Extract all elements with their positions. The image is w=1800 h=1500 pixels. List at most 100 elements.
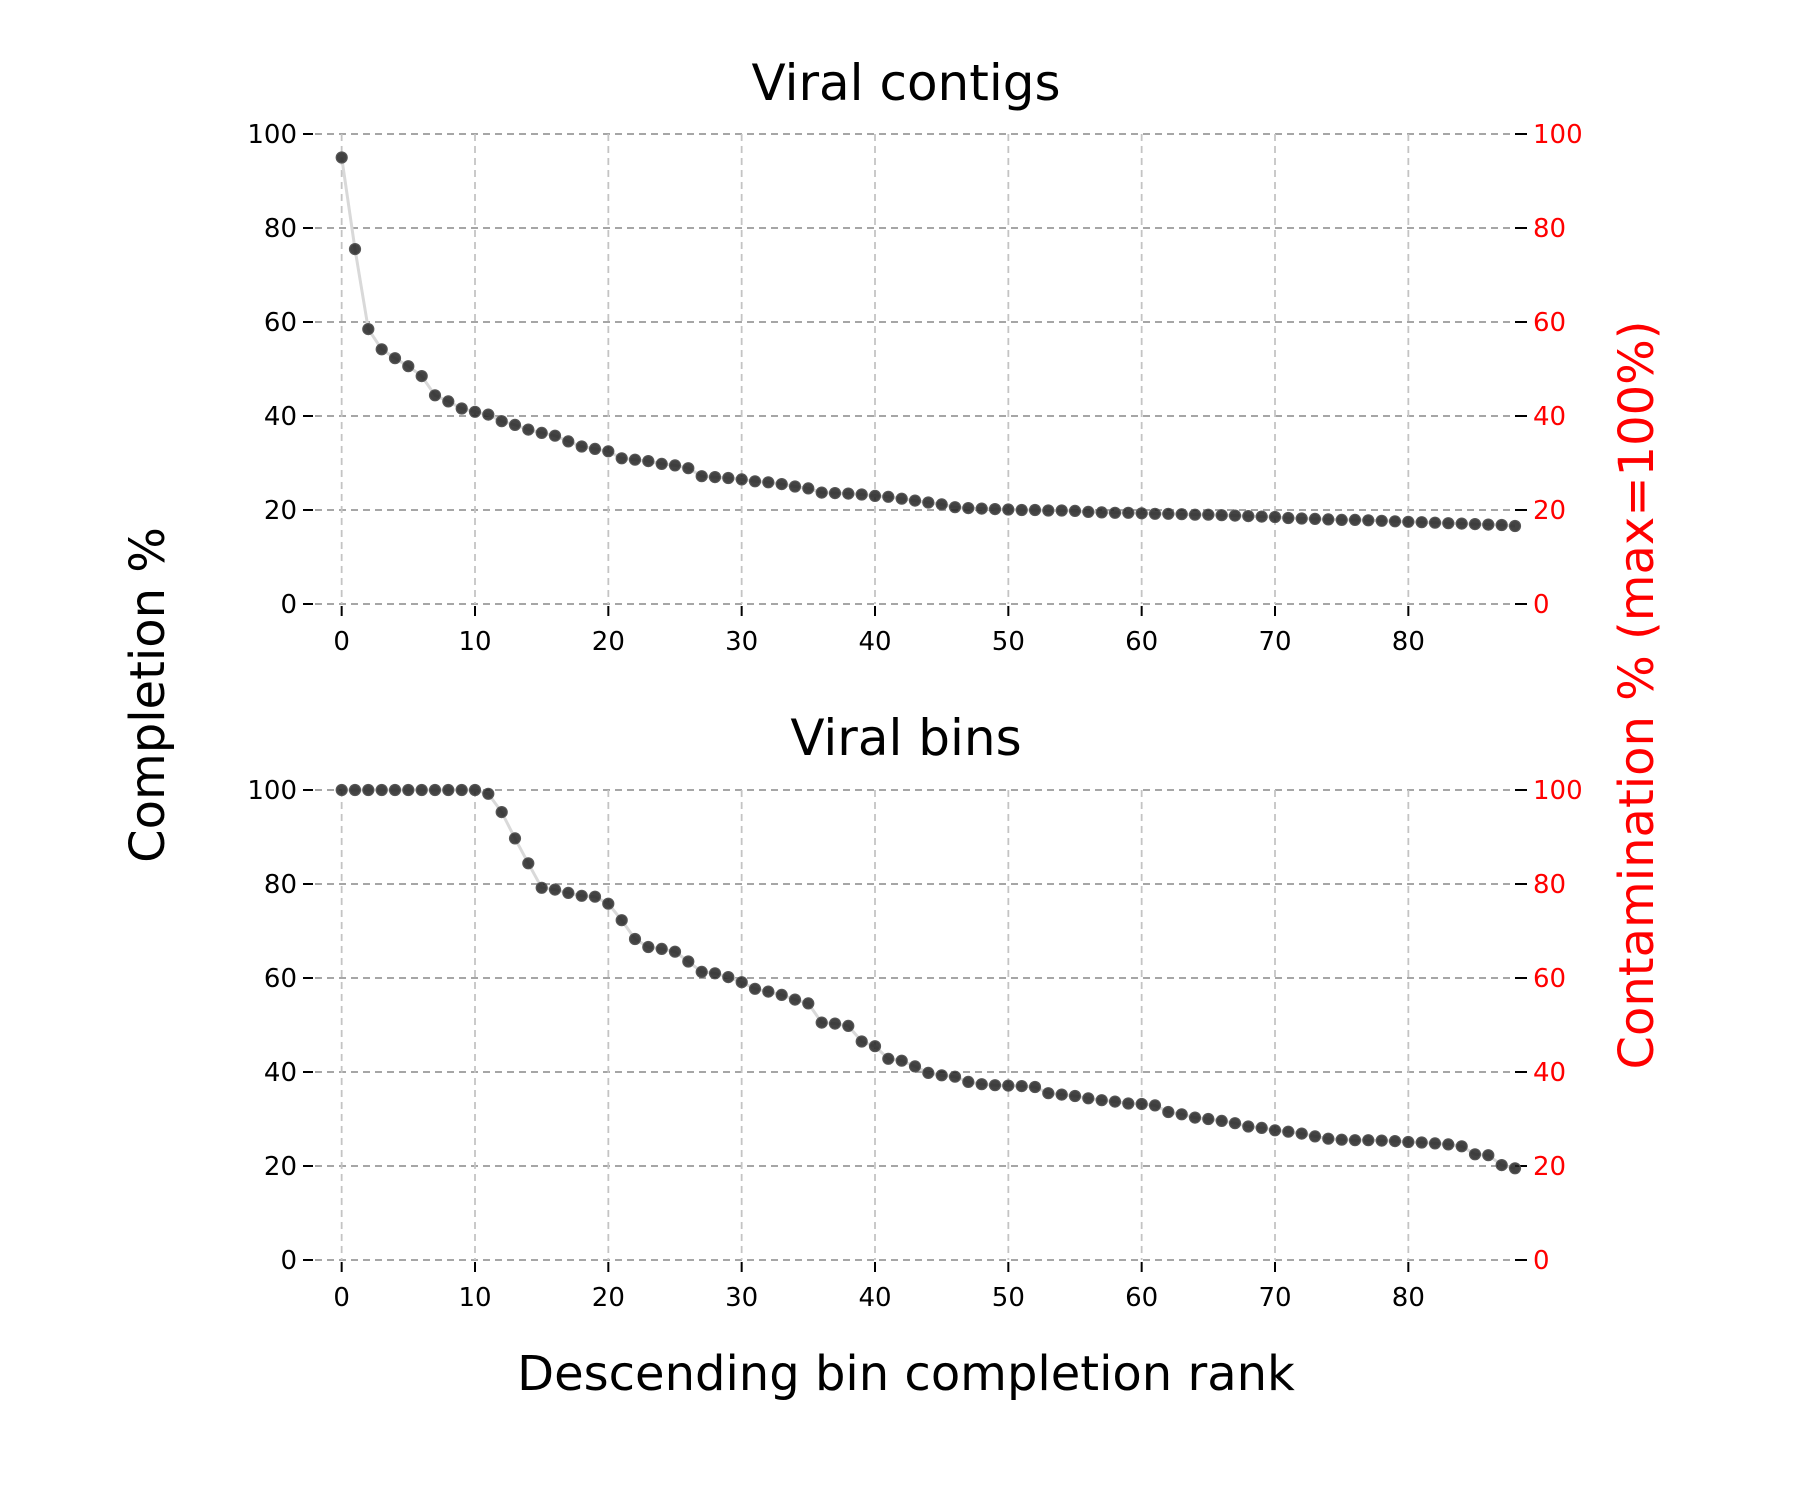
y-tick-label-right: 80: [1533, 214, 1566, 244]
data-point: [1402, 515, 1415, 528]
x-tick-label: 40: [858, 627, 891, 657]
data-point: [588, 442, 602, 455]
data-point: [548, 429, 562, 442]
data-point: [1282, 1125, 1295, 1138]
data-point: [962, 1075, 975, 1089]
data-point: [1508, 519, 1522, 533]
data-point: [1028, 1080, 1042, 1094]
data-point: [1495, 518, 1508, 532]
x-tick-label: 0: [333, 1283, 350, 1313]
data-point: [615, 914, 628, 927]
data-point: [722, 970, 735, 984]
data-point: [455, 402, 468, 415]
data-point: [1495, 1158, 1508, 1172]
axis-ticks: 0 0 20 20 40 40 60 60 80 80 100 100 0 10 20 30 40 50 60 70 8…: [247, 120, 1582, 657]
x-tick-label: 70: [1258, 1283, 1291, 1313]
data-point: [1442, 1138, 1455, 1151]
data-series: [335, 151, 1522, 533]
data-point: [855, 1035, 868, 1048]
axis-ticks: 0 0 20 20 40 40 60 60 80 80 100 100 0 10 20 30 40 50 60 70 8…: [247, 776, 1582, 1313]
y-tick-label-right: 40: [1533, 1058, 1566, 1088]
data-point: [415, 370, 428, 383]
data-point: [575, 889, 588, 902]
data-point: [815, 1016, 828, 1029]
data-point: [628, 932, 642, 946]
data-point: [495, 415, 508, 428]
data-point: [1388, 515, 1402, 528]
data-point: [495, 805, 508, 819]
data-point: [602, 897, 615, 910]
data-point: [722, 471, 735, 485]
x-tick-label: 10: [458, 1283, 491, 1313]
panel-title: Viral contigs: [751, 54, 1060, 112]
data-point: [375, 783, 388, 797]
data-point: [535, 426, 548, 439]
data-point: [1042, 1087, 1055, 1100]
data-point: [375, 343, 388, 356]
data-point: [562, 435, 575, 448]
data-point: [642, 940, 655, 954]
x-tick-label: 20: [592, 1283, 625, 1313]
panel-viral-contigs: Viral contigs 0 0 20 20 40 40 60 60 80 80 100 100 0 1…: [247, 54, 1582, 657]
data-point: [655, 457, 668, 470]
y-axis-label-right: Contamination % (max=100%): [1609, 320, 1665, 1069]
data-point: [1068, 504, 1082, 517]
data-point: [388, 352, 402, 365]
grid-lines: [303, 789, 1515, 1261]
panel-viral-bins: Viral bins 0 0 20 20 40 40 60 60 80 80 100 100 0 10 20…: [247, 709, 1582, 1313]
data-point: [508, 832, 522, 845]
data-point: [642, 455, 655, 468]
data-point: [1295, 1127, 1308, 1140]
data-point: [1135, 507, 1148, 520]
data-point: [1055, 1088, 1068, 1101]
data-point: [1482, 1149, 1495, 1162]
data-point: [442, 395, 455, 408]
data-point: [935, 498, 948, 511]
data-point: [575, 440, 588, 453]
data-point: [508, 418, 522, 431]
data-point: [402, 783, 415, 797]
data-point: [1402, 1135, 1415, 1149]
data-point: [468, 783, 482, 797]
data-point: [908, 1060, 922, 1073]
data-point: [1202, 508, 1215, 521]
data-point: [348, 243, 362, 256]
data-point: [1228, 1117, 1242, 1130]
data-point: [855, 488, 868, 501]
data-point: [1455, 1140, 1468, 1153]
data-point: [442, 783, 455, 797]
data-series: [335, 783, 1522, 1175]
data-point: [362, 783, 375, 797]
data-point: [802, 997, 815, 1010]
data-point: [895, 1054, 908, 1067]
data-point: [1122, 1097, 1135, 1110]
data-point: [468, 405, 482, 418]
data-point: [602, 445, 615, 458]
data-point: [775, 478, 788, 491]
data-point: [1362, 1134, 1375, 1147]
data-point: [362, 323, 375, 336]
data-point: [522, 857, 535, 870]
data-point: [762, 985, 775, 998]
data-point: [1322, 513, 1335, 526]
data-point: [1442, 517, 1455, 530]
y-tick-label-right: 60: [1533, 964, 1566, 994]
data-point: [828, 1017, 842, 1030]
x-tick-label: 80: [1392, 627, 1425, 657]
data-point: [1468, 1148, 1482, 1161]
data-point: [1188, 508, 1202, 521]
y-tick-label-left: 60: [264, 308, 297, 338]
data-point: [748, 982, 762, 995]
x-tick-label: 70: [1258, 627, 1291, 657]
x-tick-label: 10: [458, 627, 491, 657]
data-point: [708, 471, 722, 484]
y-tick-label-right: 60: [1533, 308, 1566, 338]
data-point: [1162, 507, 1175, 520]
data-point: [1108, 506, 1122, 519]
data-point: [1108, 1095, 1122, 1108]
y-tick-label-left: 60: [264, 964, 297, 994]
data-point: [788, 993, 802, 1006]
data-point: [868, 489, 882, 502]
y-tick-label-right: 100: [1533, 120, 1583, 150]
data-point: [695, 470, 708, 483]
